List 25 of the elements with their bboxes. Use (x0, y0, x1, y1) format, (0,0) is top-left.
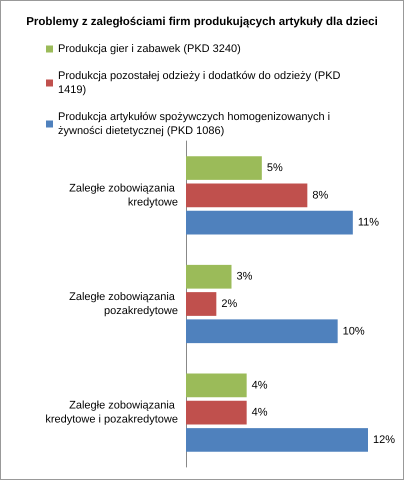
bar (186, 400, 247, 425)
bar (186, 183, 308, 208)
data-label: 8% (312, 189, 328, 202)
y-tick-label: Zaległe zobowiązania kredytowe (69, 182, 178, 208)
bar (186, 210, 353, 234)
data-label: 4% (252, 406, 268, 419)
data-label: 11% (358, 216, 380, 229)
legend-label: Produkcja pozostałej odzieży i dodatków do odzieży (PKD 1419) (58, 70, 344, 96)
data-label: 3% (236, 270, 253, 283)
legend-label: Produkcja gier i zabawek (PKD 3240) (58, 43, 241, 55)
y-tick-label: Zaległe zobowiązania kredytowe i pozakredytowe (45, 400, 178, 426)
data-label: 5% (266, 162, 283, 174)
data-label: 4% (252, 379, 268, 392)
chart-title: Problemy z zaległościami firm produkujących artykuły dla dzieci (26, 16, 378, 28)
bar (186, 428, 368, 452)
bar (186, 292, 216, 316)
bar (186, 264, 232, 289)
data-label: 10% (342, 325, 365, 338)
bar (186, 374, 247, 398)
data-label: 12% (373, 434, 396, 446)
y-tick-label: Zaległe zobowiązania pozakredytowe (69, 291, 178, 317)
bar (186, 319, 338, 344)
legend-label: Produkcja artykułów spożywczych homogenizowanych i żywności dietetycznej (PKD 1086) (58, 111, 334, 137)
data-label: 2% (221, 298, 238, 310)
bar (186, 156, 262, 180)
